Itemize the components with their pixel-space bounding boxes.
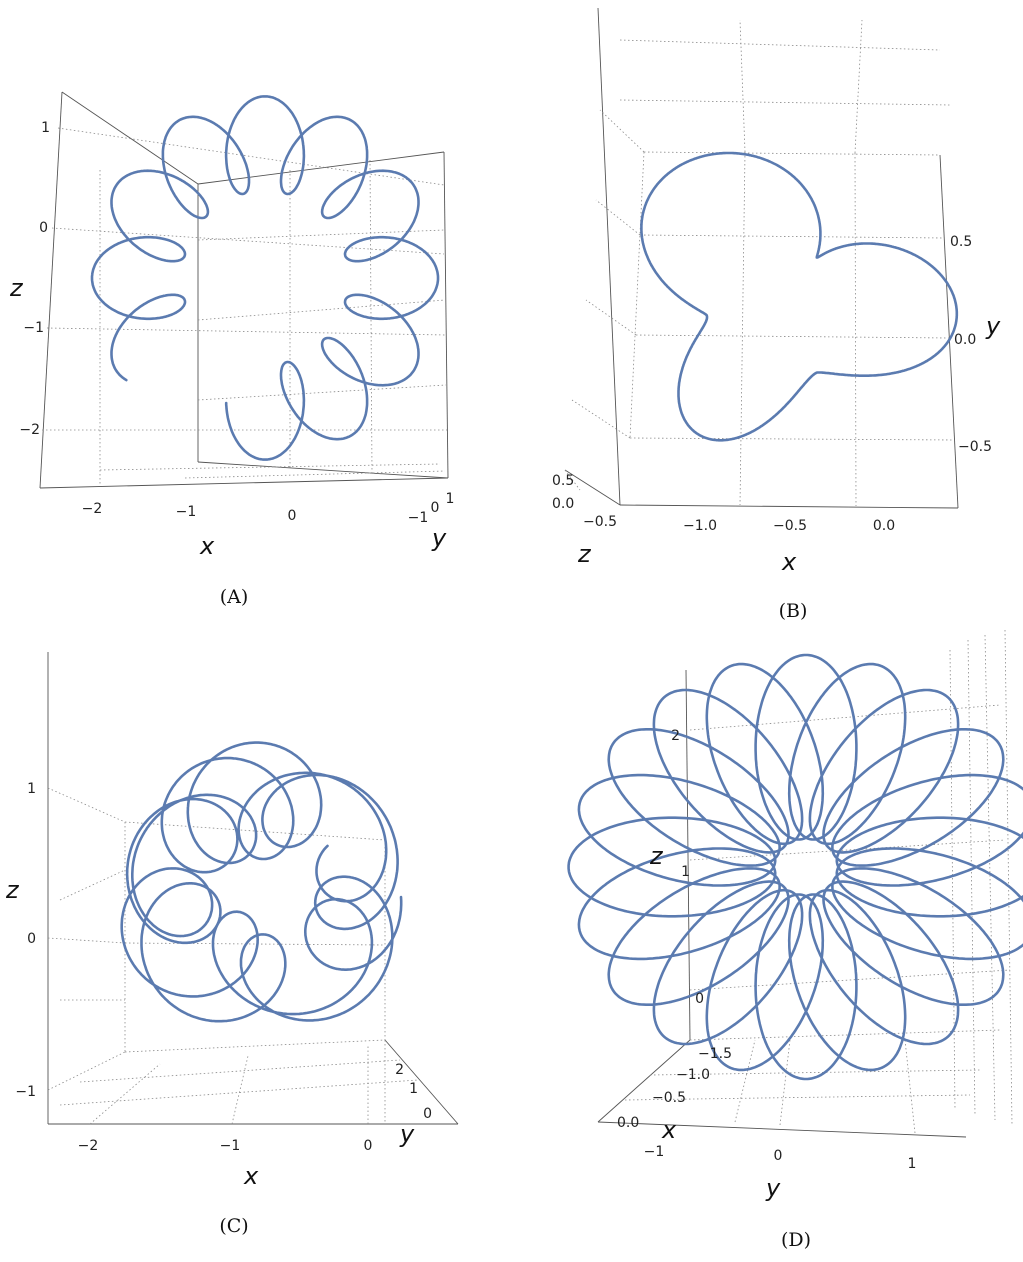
panel-c-x-label: x [243, 1162, 259, 1190]
panel-d-grid [624, 629, 1013, 1134]
panel-c-frame [47, 652, 459, 1125]
panel-c-grid [47, 787, 419, 1125]
panel-c-x-tick-2: −1 [220, 1138, 241, 1154]
panel-a-frame [39, 91, 449, 489]
panel-a-ticks: 1 0 −1 −2 −2 −1 0 −1 0 1 [19, 120, 454, 526]
panel-c-caption: (C) [219, 1215, 248, 1237]
panel-b-x-corner-tick: −0.5 [583, 514, 617, 530]
panel-a-caption: (A) [220, 586, 249, 608]
panel-d-z-tick-3: 0 [695, 991, 704, 1007]
panel-a-x-tick-3: 0 [288, 508, 297, 524]
panel-d-y-tick-3: 1 [908, 1156, 917, 1172]
panel-a: 1 0 −1 −2 −2 −1 0 −1 0 1 z x y (A) [9, 91, 454, 608]
panel-a-y-tick-3: 1 [446, 491, 455, 507]
panel-d: 2 1 0 −1.5 −1.0 −0.5 0.0 −1 0 1 z x y (D… [567, 629, 1023, 1251]
panel-d-x-tick-1: −1.5 [698, 1046, 732, 1062]
panel-b-curve [640, 151, 959, 442]
panel-a-z-tick-1: 1 [41, 120, 50, 136]
panel-b-x-tick-1: −1.0 [683, 518, 717, 534]
panel-d-z-label: z [649, 842, 664, 870]
panel-c-y-label: y [399, 1120, 415, 1148]
panel-d-y-tick-1: −1 [644, 1144, 665, 1160]
panel-d-y-tick-2: 0 [774, 1148, 783, 1164]
panel-a-x-tick-2: −1 [176, 504, 197, 520]
panel-a-y-tick-1: −1 [408, 510, 429, 526]
panel-c-y-tick-3: 0 [423, 1106, 432, 1122]
panel-c-z-label: z [5, 876, 20, 904]
panel-a-grid [42, 127, 447, 486]
panel-c-x-tick-1: −2 [78, 1138, 99, 1154]
panel-d-x-label: x [661, 1116, 677, 1144]
panel-b-ticks: 0.5 0.0 −0.5 0.5 0.0 −0.5 −1.0 −0.5 0.0 [552, 234, 992, 534]
panel-b-y-tick-1: 0.5 [950, 234, 972, 250]
panel-b-frame [564, 7, 959, 509]
panel-c-y-tick-1: 2 [395, 1062, 404, 1078]
panel-d-frame [597, 669, 967, 1138]
panel-a-curve [90, 95, 440, 461]
panel-c-x-tick-3: 0 [364, 1138, 373, 1154]
panel-d-ticks: 2 1 0 −1.5 −1.0 −0.5 0.0 −1 0 1 [617, 728, 916, 1172]
panel-a-x-label: x [199, 532, 215, 560]
panel-a-z-tick-4: −2 [19, 422, 40, 438]
panel-a-y-label: y [431, 524, 447, 552]
panel-b-z-label: z [577, 540, 592, 568]
panel-b-x-label: x [781, 548, 797, 576]
panel-b-y-tick-2: 0.0 [954, 332, 976, 348]
panel-b: 0.5 0.0 −0.5 0.5 0.0 −0.5 −1.0 −0.5 0.0 … [552, 7, 1001, 622]
panel-c-curve [120, 741, 403, 1023]
panel-c-z-tick-1: 1 [27, 781, 36, 797]
panel-c-y-tick-2: 1 [409, 1081, 418, 1097]
panel-a-x-tick-1: −2 [82, 501, 103, 517]
panel-d-x-tick-2: −1.0 [676, 1067, 710, 1083]
panel-a-z-label: z [9, 274, 24, 302]
panel-c: 1 0 −1 −2 −1 0 2 1 0 z y x (C) [5, 652, 459, 1237]
panel-d-y-label: y [765, 1174, 781, 1202]
panel-d-caption: (D) [781, 1229, 811, 1251]
panel-c-ticks: 1 0 −1 −2 −1 0 2 1 0 [15, 781, 432, 1154]
panel-b-x-tick-3: 0.0 [873, 518, 895, 534]
panel-c-z-tick-2: 0 [27, 931, 36, 947]
panel-b-y-label: y [985, 312, 1001, 340]
panel-b-z-tick-1: 0.5 [552, 473, 574, 489]
panel-b-y-tick-3: −0.5 [958, 439, 992, 455]
panel-d-z-tick-2: 1 [681, 864, 690, 880]
panel-d-curve [567, 653, 1023, 1081]
panel-b-caption: (B) [779, 600, 808, 622]
panel-a-z-tick-2: 0 [39, 220, 48, 236]
panel-d-z-tick-1: 2 [671, 728, 680, 744]
panel-b-grid [564, 19, 955, 507]
panel-c-z-tick-3: −1 [15, 1084, 36, 1100]
panel-a-z-tick-3: −1 [23, 320, 44, 336]
panel-d-x-tick-4: 0.0 [617, 1115, 639, 1131]
panel-b-z-tick-2: 0.0 [552, 496, 574, 512]
panel-d-x-tick-3: −0.5 [652, 1090, 686, 1106]
panel-b-x-tick-2: −0.5 [773, 518, 807, 534]
panel-a-y-tick-2: 0 [431, 500, 440, 516]
